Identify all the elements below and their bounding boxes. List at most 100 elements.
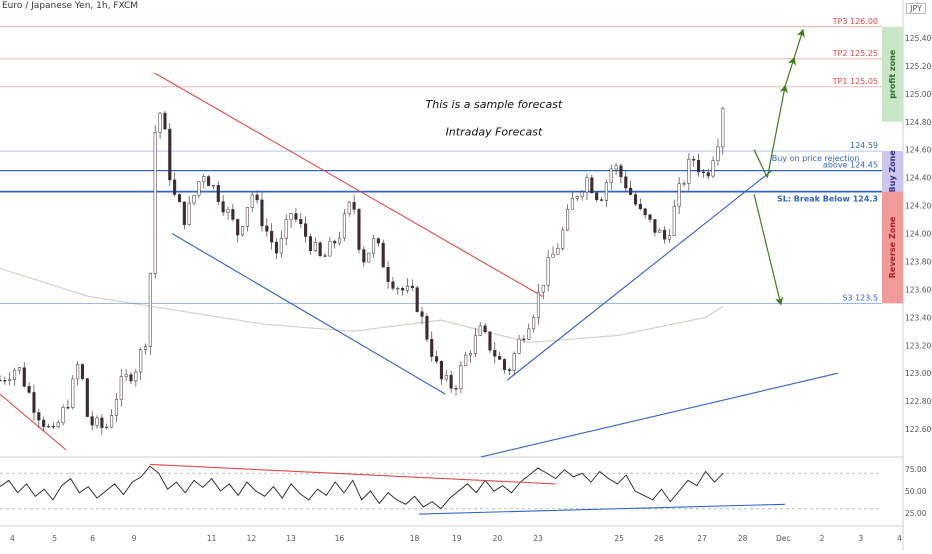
annotation-text: This is a sample forecast: [426, 98, 563, 111]
candle-body: [561, 229, 565, 249]
candle-body: [3, 380, 7, 382]
candle-body: [473, 335, 477, 354]
rsi-trend-line: [149, 463, 556, 485]
trend-line: [154, 72, 543, 297]
candle-body: [333, 240, 337, 244]
zone-reverse-zone: [882, 191, 903, 304]
candle-body: [250, 194, 254, 208]
candle-body: [551, 253, 555, 258]
price-tick-label: 125.200: [905, 62, 932, 71]
price-tick-label: 123.400: [905, 313, 932, 322]
currency-selector[interactable]: JPY: [906, 3, 926, 14]
candle-body: [221, 201, 225, 213]
candle-body: [391, 281, 395, 289]
candle-body: [706, 172, 710, 177]
forecast-arrow: [784, 56, 796, 88]
candle-body: [483, 325, 487, 333]
candle-body: [585, 177, 589, 193]
level-label: SL: Break Below 124.3: [777, 195, 878, 204]
candle-body: [294, 213, 298, 220]
candle-body: [376, 238, 380, 244]
candle-body: [619, 165, 623, 178]
price-tick-label: 123.000: [905, 369, 932, 378]
candle-body: [338, 237, 342, 244]
time-tick-label: 16: [335, 534, 345, 543]
candle-body: [575, 196, 579, 199]
candle-body: [17, 367, 21, 371]
time-tick-label: 4: [10, 534, 15, 543]
candle-body: [367, 252, 371, 263]
candle-body: [27, 386, 31, 393]
candle-body: [459, 365, 463, 390]
candle-body: [173, 179, 177, 195]
candle-body: [260, 199, 264, 227]
candle-body: [139, 349, 143, 373]
candle-body: [405, 285, 410, 291]
time-tick-label: 9: [132, 534, 137, 543]
candle-body: [595, 192, 599, 200]
rsi-tick-label: 75.00: [905, 465, 927, 474]
candle-body: [454, 388, 458, 390]
candle-body: [192, 194, 196, 204]
candle-body: [556, 248, 560, 255]
candle-body: [658, 229, 662, 233]
zone-label: profit zone: [888, 49, 897, 99]
candle-body: [721, 108, 725, 148]
candle-body: [168, 128, 172, 181]
candle-body: [633, 194, 638, 205]
trend-line: [0, 393, 67, 451]
price-tick-label: 125.400: [905, 34, 932, 43]
rsi-tick-label: 50.00: [905, 487, 927, 496]
candle-body: [85, 378, 89, 417]
candle-body: [61, 407, 65, 423]
candle-body: [570, 198, 574, 210]
price-tick-label: 124.000: [905, 230, 932, 239]
candle-body: [464, 354, 468, 366]
zone-profit-zone: [882, 26, 903, 122]
candle-body: [711, 160, 715, 177]
candle-body: [546, 257, 550, 286]
candle-body: [308, 236, 313, 252]
candle-body: [100, 417, 104, 428]
candle-body: [342, 213, 346, 239]
candle-body: [401, 287, 405, 291]
candle-body: [42, 419, 46, 427]
candle-body: [328, 240, 332, 257]
time-tick-label: 23: [533, 534, 543, 543]
candle-body: [0, 379, 2, 382]
candle-body: [289, 213, 293, 220]
candle-body: [449, 374, 453, 389]
time-tick-label: 5: [52, 534, 57, 543]
candle-body: [216, 185, 220, 202]
price-tick-label: 124.200: [905, 202, 932, 211]
candle-body: [182, 201, 186, 225]
candle-body: [643, 208, 647, 216]
time-tick-label: 12: [247, 534, 257, 543]
candle-body: [672, 205, 676, 236]
candle-body: [517, 338, 521, 354]
candle-body: [134, 371, 138, 382]
candle-body: [231, 209, 235, 220]
candle-body: [284, 219, 288, 239]
candle-body: [663, 229, 667, 240]
time-tick-label: 26: [654, 534, 664, 543]
zone-label: Reverse Zone: [888, 216, 897, 278]
candle-body: [444, 374, 448, 380]
candle-body: [13, 369, 17, 380]
candle-body: [566, 208, 570, 231]
candle-body: [415, 287, 419, 312]
candle-body: [667, 235, 671, 240]
candle-body: [66, 407, 70, 409]
candle-body: [71, 378, 75, 408]
candle-body: [478, 325, 482, 336]
candle-body: [420, 311, 424, 317]
candle-body: [143, 346, 148, 350]
symbol-title: Euro / Japanese Yen, 1h, FXCM: [2, 1, 139, 11]
candle-body: [236, 219, 240, 236]
price-tick-label: 123.800: [905, 257, 932, 266]
candle-body: [493, 349, 497, 357]
time-tick-label: 19: [452, 534, 462, 543]
candle-body: [653, 219, 657, 233]
candle-body: [692, 158, 696, 161]
candle-body: [638, 203, 642, 210]
